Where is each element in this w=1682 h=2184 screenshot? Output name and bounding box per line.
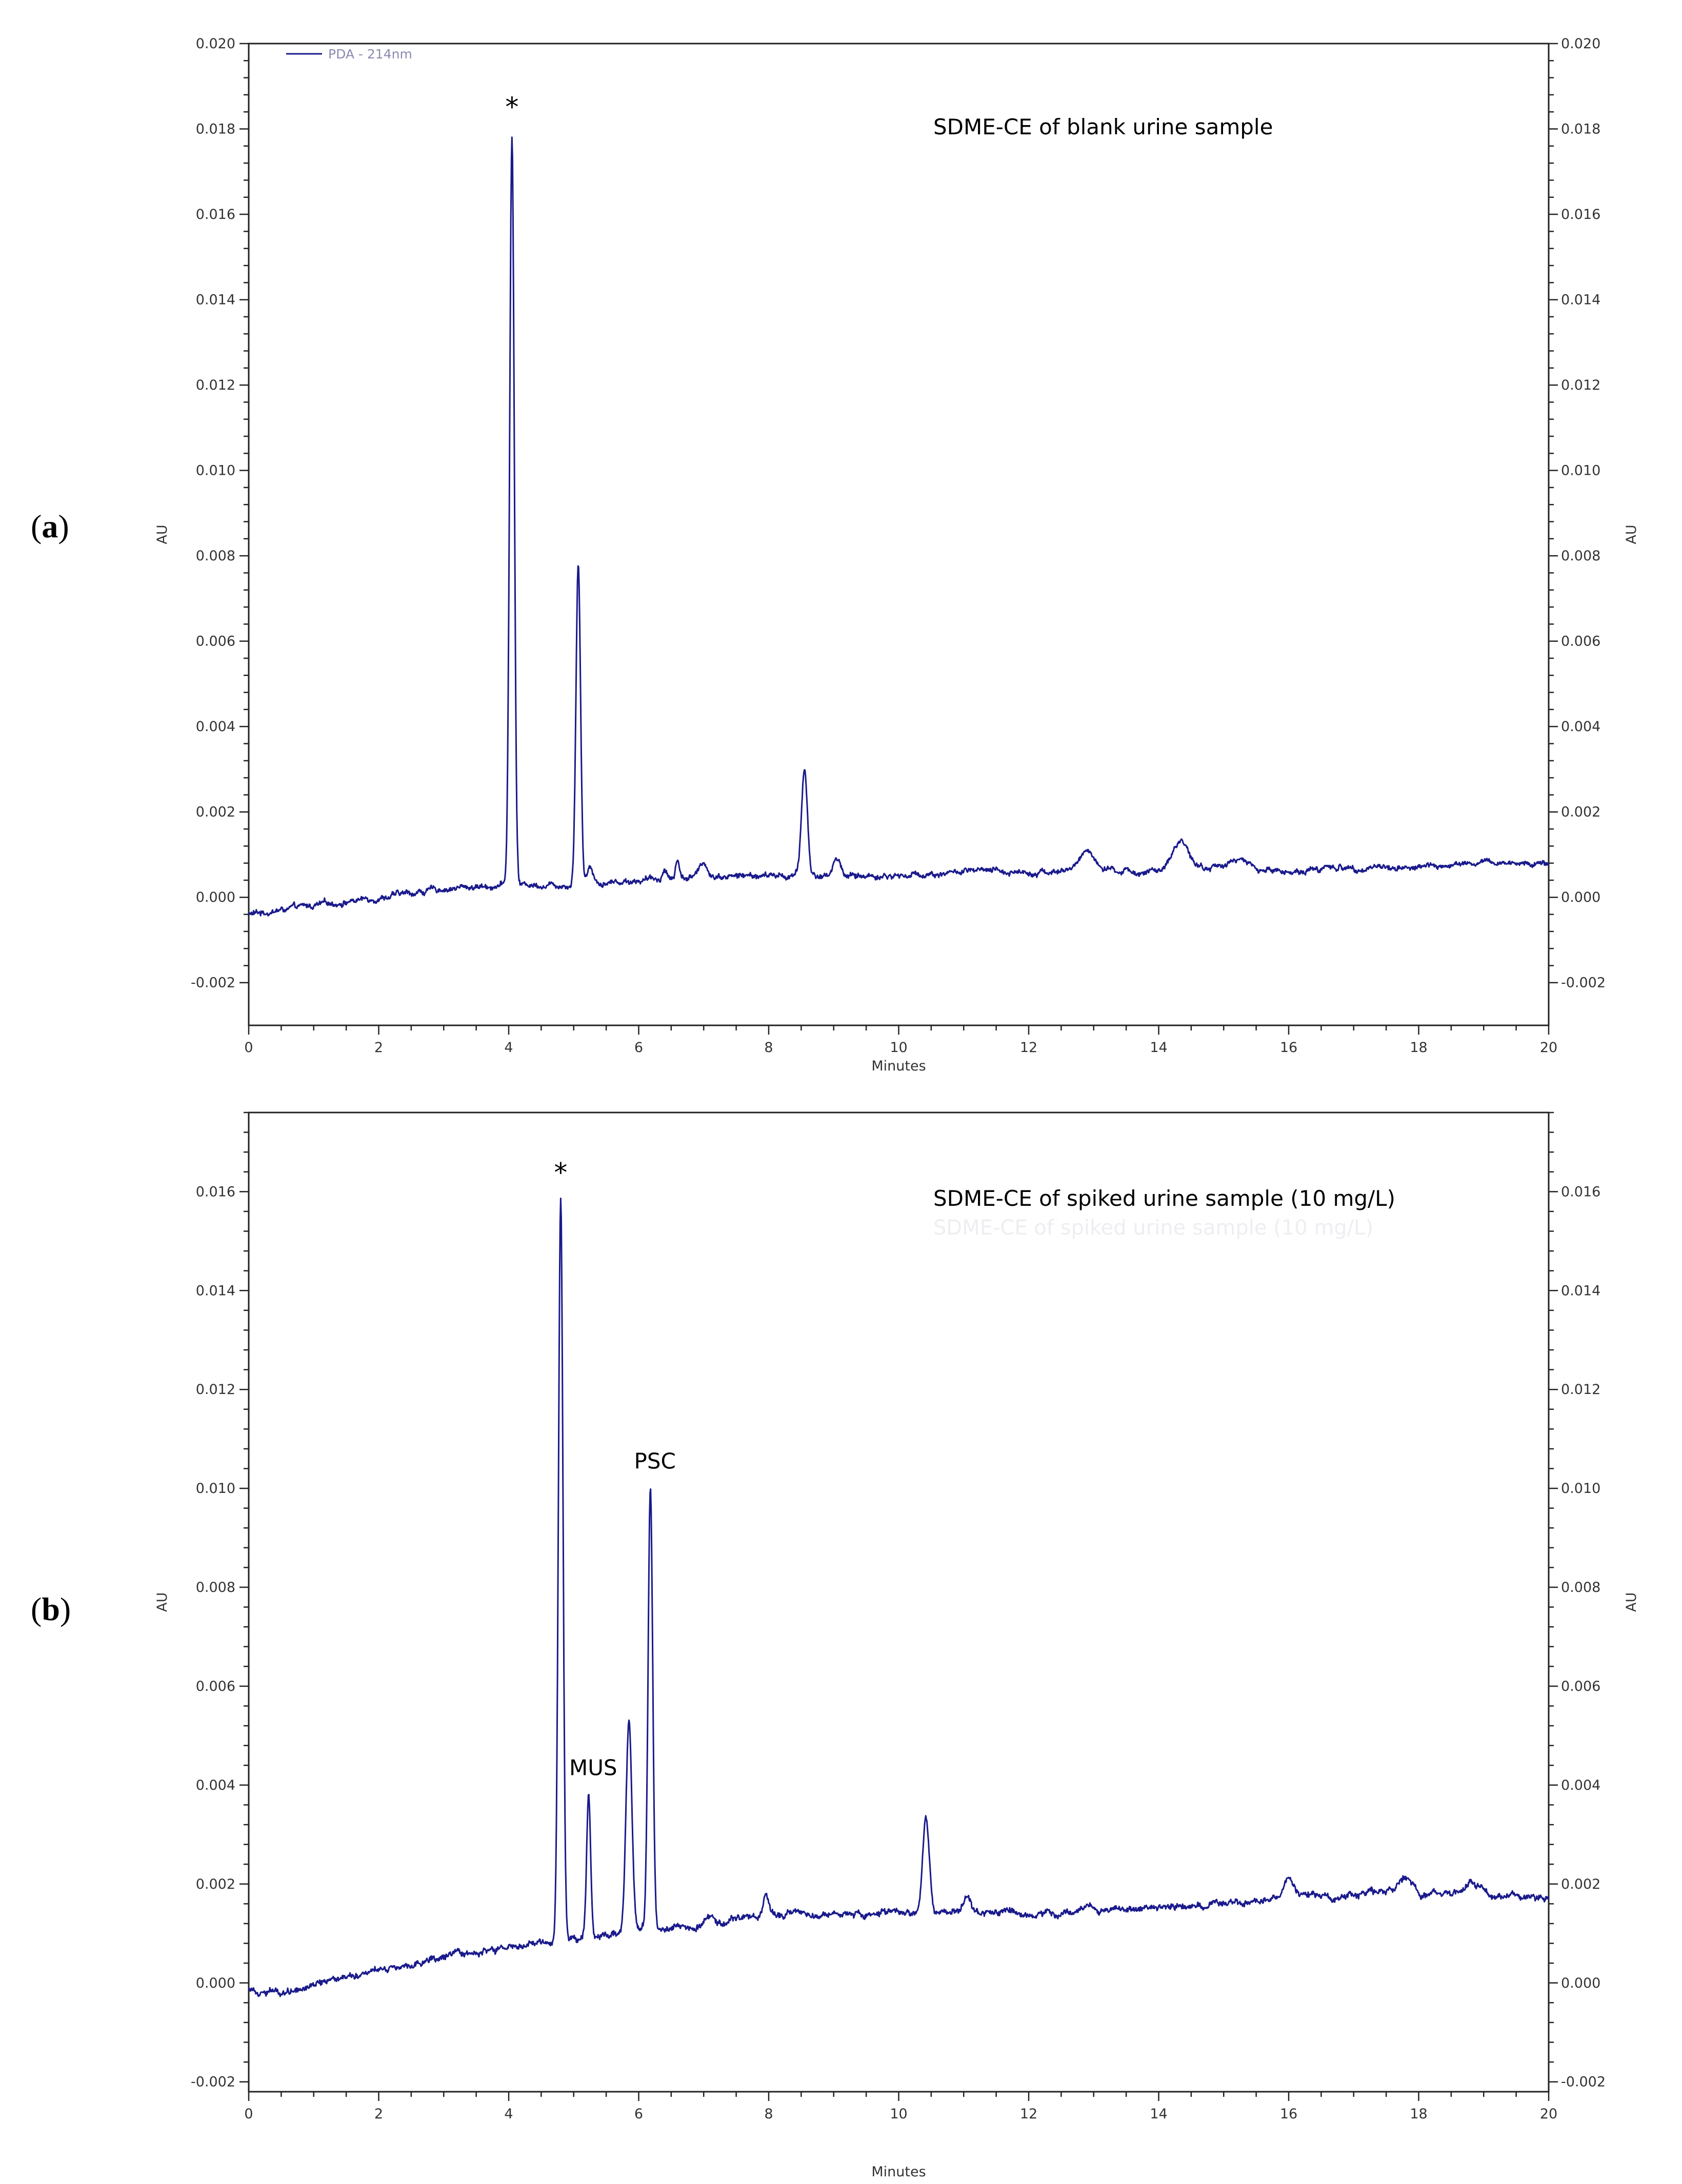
y-tick-label-right: 0.000 xyxy=(1561,889,1600,905)
y-tick-label-right: 0.012 xyxy=(1561,1382,1600,1398)
y-tick-label-right: 0.018 xyxy=(1561,122,1600,137)
y-tick-label-left: 0.012 xyxy=(196,377,235,393)
y-axis-label-left: AU xyxy=(154,1592,170,1612)
x-tick-label: 4 xyxy=(504,1040,513,1056)
y-tick-label-right: -0.002 xyxy=(1561,2074,1606,2090)
y-tick-label-right: 0.016 xyxy=(1561,1184,1600,1200)
y-tick-label-left: 0.004 xyxy=(196,719,235,735)
y-tick-label-right: 0.006 xyxy=(1561,634,1600,650)
y-tick-label-left: -0.002 xyxy=(191,975,235,991)
y-tick-label-left: 0.006 xyxy=(196,634,235,650)
peak-annotation-mus: MUS xyxy=(569,1755,617,1781)
x-tick-label: 6 xyxy=(634,1040,643,1056)
panel-label: (a) xyxy=(31,508,69,544)
x-tick-label: 20 xyxy=(1540,2106,1557,2122)
x-tick-label: 6 xyxy=(634,2106,643,2122)
y-tick-label-right: 0.008 xyxy=(1561,1580,1600,1595)
y-tick-label-left: -0.002 xyxy=(191,2074,235,2090)
y-tick-label-left: 0.014 xyxy=(196,1283,235,1299)
chart-title: SDME-CE of blank urine sample xyxy=(933,114,1273,139)
panel-label: (b) xyxy=(31,1591,71,1627)
y-tick-label-left: 0.018 xyxy=(196,122,235,137)
y-tick-label-left: 0.002 xyxy=(196,804,235,820)
x-tick-label: 18 xyxy=(1410,1040,1427,1056)
x-tick-label: 2 xyxy=(374,2106,383,2122)
y-tick-label-left: 0.010 xyxy=(196,1481,235,1497)
y-tick-label-left: 0.014 xyxy=(196,292,235,308)
y-tick-label-right: 0.014 xyxy=(1561,292,1600,308)
y-tick-label-left: 0.000 xyxy=(196,889,235,905)
y-tick-label-left: 0.016 xyxy=(196,1184,235,1200)
y-tick-label-right: -0.002 xyxy=(1561,975,1606,991)
electropherogram-trace xyxy=(248,136,1550,917)
x-axis-label: Minutes xyxy=(871,1058,926,1074)
y-tick-label-right: 0.004 xyxy=(1561,719,1600,735)
y-tick-label-left: 0.000 xyxy=(196,1975,235,1991)
x-tick-label: 8 xyxy=(764,2106,773,2122)
y-tick-label-right: 0.010 xyxy=(1561,463,1600,479)
x-tick-label: 8 xyxy=(764,1040,773,1056)
peak-annotation-psc: PSC xyxy=(634,1449,676,1474)
y-axis-label-right: AU xyxy=(1624,524,1639,544)
chart-panel-a: (a) 0 2 4 6 8 10 12 14 16 18 20 -0.002 -0.002 0.000 0.… xyxy=(31,36,1639,1074)
y-tick-label-right: 0.004 xyxy=(1561,1777,1600,1793)
legend: PDA - 214nm xyxy=(286,47,412,62)
y-tick-label-right: 0.002 xyxy=(1561,804,1600,820)
x-tick-label: 4 xyxy=(504,2106,513,2122)
y-tick-label-right: 0.002 xyxy=(1561,1876,1600,1892)
electropherogram-trace xyxy=(248,1198,1550,1997)
peak-annotation-star: * xyxy=(505,92,518,123)
y-axis-label-left: AU xyxy=(154,524,170,544)
peak-annotation-star: * xyxy=(554,1158,567,1188)
panel-label-letter: a xyxy=(42,508,58,544)
panel-label-letter: b xyxy=(42,1591,60,1627)
x-tick-label: 10 xyxy=(890,1040,907,1056)
y-tick-label-left: 0.010 xyxy=(196,463,235,479)
x-tick-label: 0 xyxy=(244,1040,253,1056)
ghost-title: SDME-CE of spiked urine sample (10 mg/L) xyxy=(933,1216,1373,1240)
y-tick-label-right: 0.014 xyxy=(1561,1283,1600,1299)
y-tick-label-right: 0.008 xyxy=(1561,548,1600,564)
y-tick-label-right: 0.020 xyxy=(1561,36,1600,52)
x-tick-label: 16 xyxy=(1280,1040,1297,1056)
x-tick-label: 16 xyxy=(1280,2106,1297,2122)
y-tick-label-right: 0.000 xyxy=(1561,1975,1600,1991)
x-tick-label: 12 xyxy=(1020,1040,1037,1056)
legend-entry: PDA - 214nm xyxy=(328,47,412,62)
y-axis-label-right: AU xyxy=(1624,1592,1639,1612)
x-tick-label: 14 xyxy=(1150,1040,1167,1056)
chart-title: SDME-CE of spiked urine sample (10 mg/L) xyxy=(933,1186,1395,1211)
y-tick-label-left: 0.008 xyxy=(196,548,235,564)
x-tick-label: 12 xyxy=(1020,2106,1037,2122)
y-tick-label-left: 0.012 xyxy=(196,1382,235,1398)
x-tick-label: 2 xyxy=(374,1040,383,1056)
y-tick-label-left: 0.008 xyxy=(196,1580,235,1595)
y-tick-label-left: 0.002 xyxy=(196,1876,235,1892)
x-axis-label: Minutes xyxy=(871,2164,926,2180)
x-tick-label: 0 xyxy=(244,2106,253,2122)
x-tick-label: 10 xyxy=(890,2106,907,2122)
y-tick-label-right: 0.012 xyxy=(1561,377,1600,393)
y-tick-label-right: 0.006 xyxy=(1561,1679,1600,1694)
y-tick-label-left: 0.016 xyxy=(196,207,235,223)
y-tick-label-left: 0.006 xyxy=(196,1679,235,1694)
y-tick-label-right: 0.016 xyxy=(1561,207,1600,223)
y-tick-label-right: 0.010 xyxy=(1561,1481,1600,1497)
y-tick-label-left: 0.020 xyxy=(196,36,235,52)
x-tick-label: 20 xyxy=(1540,1040,1557,1056)
x-tick-label: 18 xyxy=(1410,2106,1427,2122)
y-tick-label-left: 0.004 xyxy=(196,1777,235,1793)
x-tick-label: 14 xyxy=(1150,2106,1167,2122)
